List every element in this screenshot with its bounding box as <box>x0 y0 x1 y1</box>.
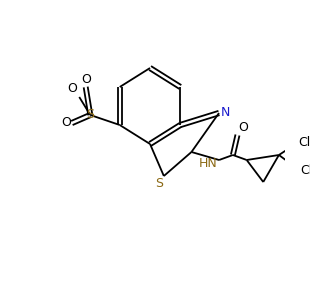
Text: O: O <box>61 116 71 129</box>
Text: O: O <box>238 121 248 134</box>
Text: S: S <box>155 177 163 190</box>
Text: Cl: Cl <box>300 164 310 177</box>
Text: HN: HN <box>199 157 218 170</box>
Text: Cl: Cl <box>298 136 310 150</box>
Text: O: O <box>68 82 78 95</box>
Text: O: O <box>81 73 91 86</box>
Text: N: N <box>221 107 230 120</box>
Text: S: S <box>86 109 94 122</box>
